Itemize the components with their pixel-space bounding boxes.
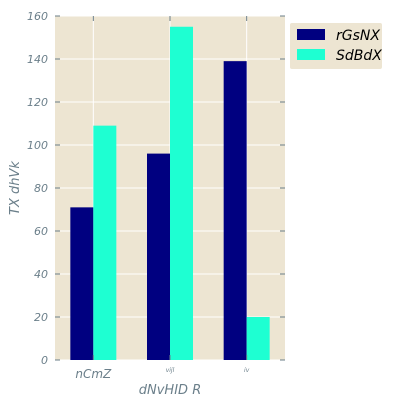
bar-SdBdX-iv (246, 317, 270, 360)
legend-label-SdBdX: SdBdX (336, 48, 382, 64)
bar-rGsNX-iv (223, 61, 247, 361)
legend: rGsNX SdBdX (290, 23, 382, 69)
bars (70, 26, 270, 361)
x-tick-label: iv (244, 367, 250, 374)
legend-swatch-SdBdX (297, 49, 325, 60)
y-axis-label: TX dhVk (8, 161, 23, 215)
bar-SdBdX-nCmZ (93, 125, 117, 361)
y-tick-label: 100 (27, 139, 48, 152)
y-tick-label: 0 (41, 354, 48, 367)
y-tick-label: 60 (34, 225, 48, 238)
x-tick-label: nCmZ (75, 367, 112, 381)
x-tick-label: vijl (166, 367, 175, 374)
legend-label-rGsNX: rGsNX (336, 28, 380, 44)
bar-rGsNX-nCmZ (70, 207, 94, 360)
y-tick-label: 80 (34, 182, 48, 195)
y-tick-label: 120 (27, 96, 48, 109)
bar-SdBdX-vijl (170, 26, 193, 360)
axis-ticks: 0 20 40 60 80 100 120 140 160 nCmZ vijl iv (27, 10, 285, 381)
x-axis-label: dNvHID R (139, 383, 201, 398)
y-tick-label: 160 (27, 10, 48, 23)
y-tick-label: 40 (34, 268, 48, 281)
bar-rGsNX-vijl (147, 153, 170, 360)
y-tick-label: 20 (34, 311, 48, 324)
legend-swatch-rGsNX (297, 29, 325, 40)
y-tick-label: 140 (27, 53, 48, 66)
